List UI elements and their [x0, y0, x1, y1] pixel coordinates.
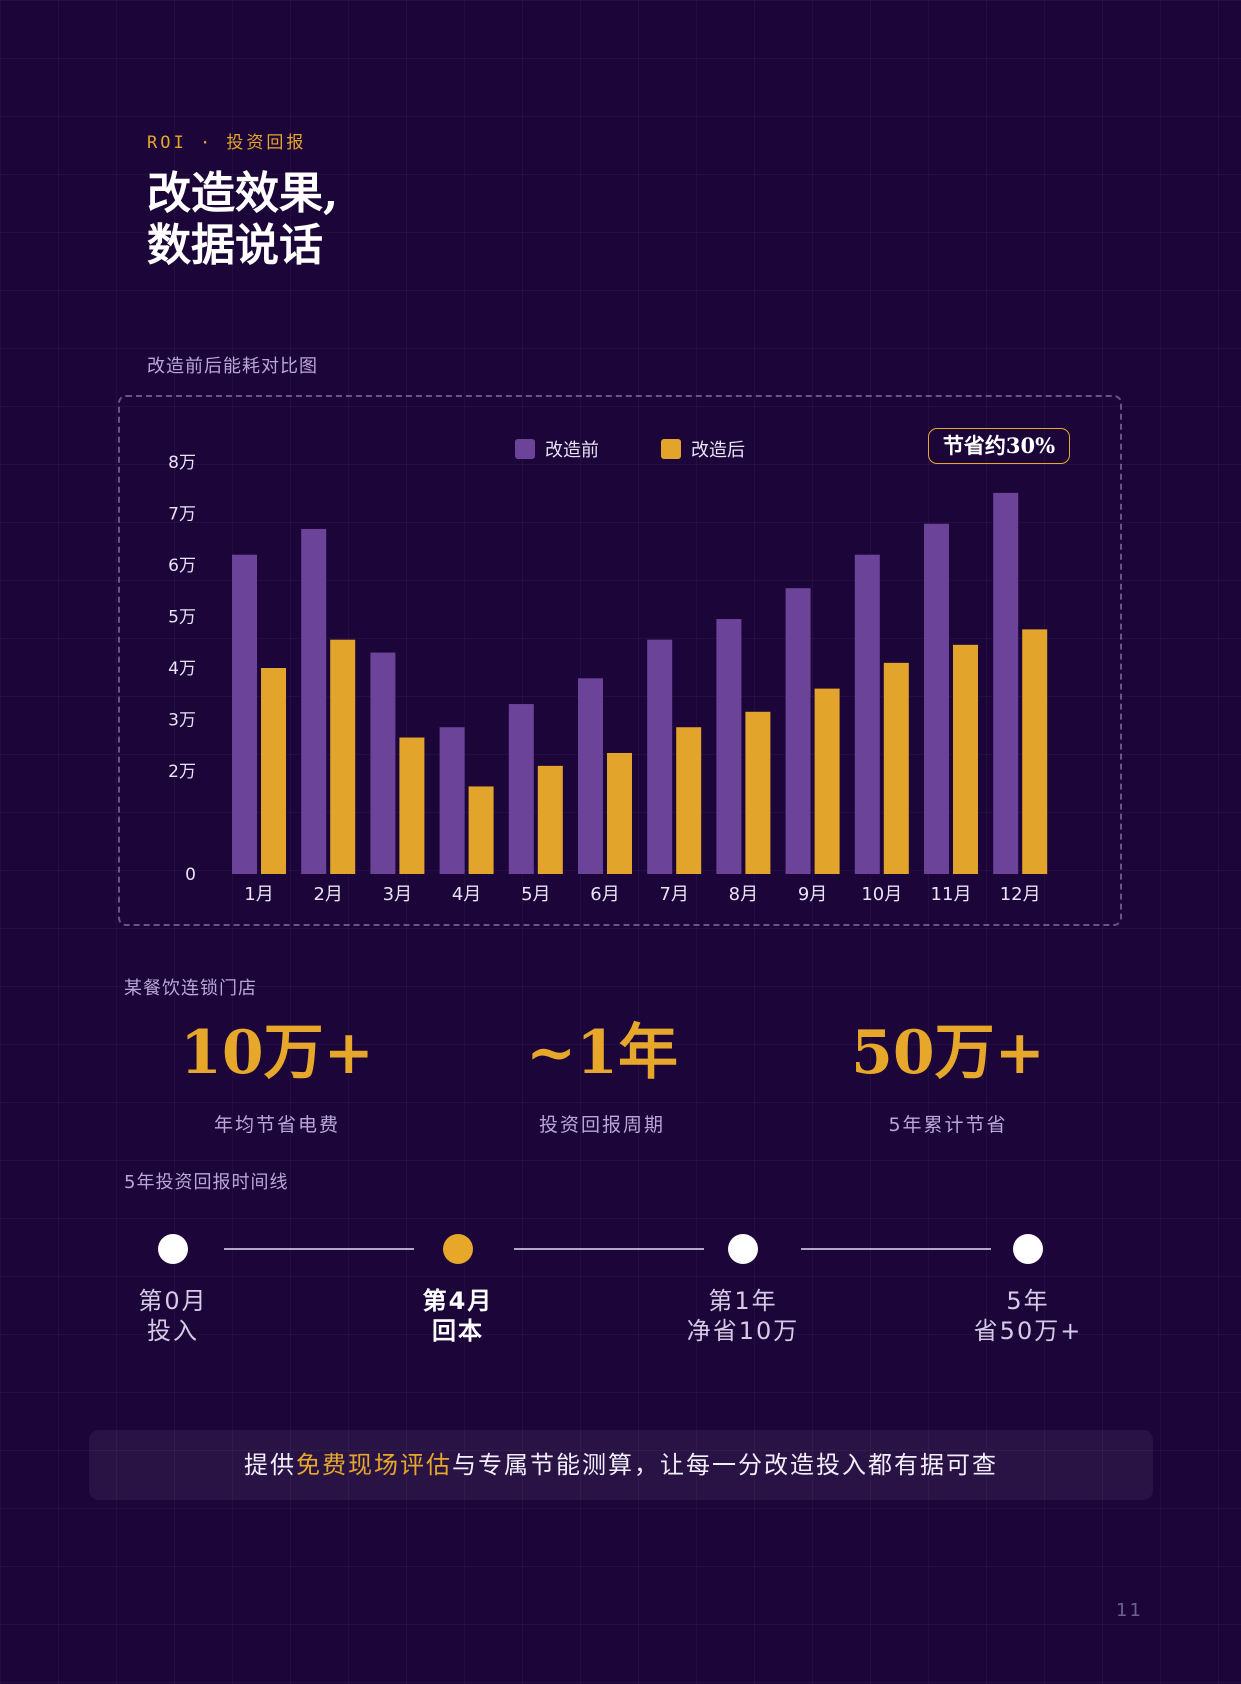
x-tick-label: 5月: [521, 884, 550, 905]
stat-label: 投资回报周期: [538, 1114, 665, 1136]
milestone-text: 第4月 回本: [358, 1286, 558, 1346]
cta-highlight: 免费现场评估: [296, 1451, 452, 1479]
bar-before: [716, 619, 742, 874]
bar-before: [232, 554, 257, 874]
case-label: 某餐饮连锁门店: [124, 978, 257, 999]
page-title-line-2: 数据说话: [147, 220, 323, 271]
timeline-milestone-4m: 第4月 回本: [358, 1234, 558, 1346]
milestone-line-1: 第1年: [708, 1287, 778, 1315]
legend-label-before: 改造前: [545, 440, 599, 461]
bar-after: [1022, 629, 1048, 874]
page-number: 11: [1116, 1600, 1143, 1621]
bar-before: [647, 639, 673, 874]
cta-prefix: 提供: [244, 1451, 296, 1479]
stat-annual-savings: 10万+ 年均节省电费: [112, 1018, 442, 1137]
bar-before: [924, 523, 949, 874]
legend-label-after: 改造后: [691, 440, 745, 461]
x-tick-label: 11月: [931, 884, 972, 905]
milestone-text: 5年 省50万+: [928, 1286, 1128, 1346]
x-tick-label: 6月: [590, 884, 619, 905]
x-tick-label: 3月: [383, 884, 412, 905]
milestone-text: 第1年 净省10万: [643, 1286, 843, 1346]
y-tick-label: 6万: [168, 556, 196, 576]
milestone-line-2: 净省10万: [686, 1317, 800, 1345]
bar-after: [537, 765, 563, 874]
x-tick-label: 1月: [244, 884, 273, 905]
chart-frame: [118, 395, 1122, 926]
timeline-connector: [224, 1248, 414, 1250]
legend-item-before: 改造前: [515, 436, 599, 462]
savings-badge: 节省约30%: [928, 428, 1070, 464]
legend-swatch-after: [661, 439, 681, 459]
x-tick-label: 2月: [313, 884, 342, 905]
stat-label: 5年累计节省: [888, 1114, 1008, 1136]
stat-value: 50万+: [851, 1018, 1045, 1088]
milestone-line-2: 投入: [147, 1317, 199, 1345]
timeline-label: 5年投资回报时间线: [124, 1172, 289, 1193]
bar-before: [439, 727, 465, 874]
timeline-connector: [801, 1248, 991, 1250]
timeline-milestone-1y: 第1年 净省10万: [643, 1234, 843, 1346]
stat-five-year-savings: 50万+ 5年累计节省: [783, 1018, 1113, 1137]
timeline-milestone-5y: 5年 省50万+: [928, 1234, 1128, 1346]
timeline-milestone-0: 第0月 投入: [73, 1234, 273, 1346]
stat-value: ~1年: [525, 1018, 679, 1088]
y-tick-label: 2万: [168, 762, 196, 782]
bar-after: [745, 711, 771, 874]
milestone-dot: [1013, 1234, 1043, 1264]
cta-suffix: 与专属节能测算，让每一分改造投入都有据可查: [452, 1451, 998, 1479]
chart-caption: 改造前后能耗对比图: [147, 356, 318, 377]
stat-value: 10万+: [180, 1018, 374, 1088]
x-tick-label: 12月: [1000, 884, 1041, 905]
timeline-connector: [514, 1248, 704, 1250]
bar-after: [261, 668, 286, 874]
bar-before: [508, 704, 534, 874]
milestone-dot-highlight: [443, 1234, 473, 1264]
bar-before: [301, 528, 327, 874]
milestone-line-1: 第0月: [138, 1287, 208, 1315]
y-tick-label: 3万: [168, 711, 196, 731]
bar-before: [854, 554, 880, 874]
x-tick-label: 4月: [452, 884, 481, 905]
section-eyebrow: ROI · 投资回报: [147, 133, 307, 153]
stat-label: 年均节省电费: [213, 1114, 340, 1136]
milestone-text: 第0月 投入: [73, 1286, 273, 1346]
bar-before: [785, 588, 811, 874]
x-tick-label: 10月: [861, 884, 902, 905]
bar-before: [578, 678, 603, 874]
y-tick-label: 0: [185, 865, 196, 885]
milestone-dot: [158, 1234, 188, 1264]
bar-after: [676, 727, 702, 874]
legend-item-after: 改造后: [661, 436, 745, 462]
milestone-dot: [728, 1234, 758, 1264]
y-tick-label: 8万: [168, 453, 196, 473]
bar-after: [883, 662, 909, 874]
y-tick-label: 7万: [168, 505, 196, 525]
page-title: 改造效果, 数据说话: [147, 168, 338, 272]
page-title-line-1: 改造效果,: [147, 168, 339, 219]
bar-before: [993, 492, 1019, 874]
milestone-line-1: 第4月: [422, 1287, 494, 1315]
y-tick-label: 4万: [168, 659, 196, 679]
milestone-line-2: 回本: [432, 1317, 484, 1345]
bar-after: [953, 644, 978, 874]
bar-after: [399, 737, 425, 874]
bar-before: [370, 652, 396, 874]
x-tick-label: 9月: [798, 884, 827, 905]
y-tick-label: 5万: [168, 608, 196, 628]
cta-banner: 提供免费现场评估与专属节能测算，让每一分改造投入都有据可查: [89, 1430, 1153, 1500]
bar-after: [468, 786, 494, 874]
x-tick-label: 7月: [659, 884, 688, 905]
stat-payback-period: ~1年 投资回报周期: [437, 1018, 767, 1137]
milestone-line-2: 省50万+: [973, 1317, 1083, 1345]
bar-after: [330, 639, 356, 874]
x-tick-label: 8月: [729, 884, 758, 905]
milestone-line-1: 5年: [1006, 1287, 1050, 1315]
bar-after: [607, 752, 632, 874]
legend-swatch-before: [515, 439, 535, 459]
bar-after: [814, 688, 840, 874]
